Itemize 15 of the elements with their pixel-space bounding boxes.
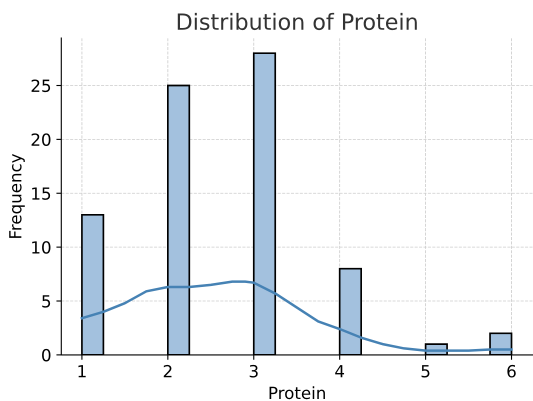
x-tick-label: 4 — [335, 365, 344, 378]
x-tick-label: 1 — [78, 365, 86, 378]
x-axis-title: Protein — [270, 386, 325, 400]
y-tick-label: 5 — [42, 295, 50, 308]
y-tick-label: 20 — [32, 133, 50, 146]
y-tick-label: 10 — [32, 241, 50, 254]
y-tick-label: 0 — [42, 348, 50, 362]
x-tick-label: 5 — [422, 365, 430, 378]
x-tick-label: 3 — [250, 364, 258, 378]
chart-title: Distribution of Protein — [178, 12, 417, 30]
x-tick-label: 6 — [507, 364, 516, 378]
y-tick-label: 25 — [32, 79, 50, 92]
y-axis-title: Frequency — [9, 154, 25, 238]
y-tick-label: 15 — [32, 187, 50, 200]
x-tick-label: 2 — [164, 364, 172, 378]
